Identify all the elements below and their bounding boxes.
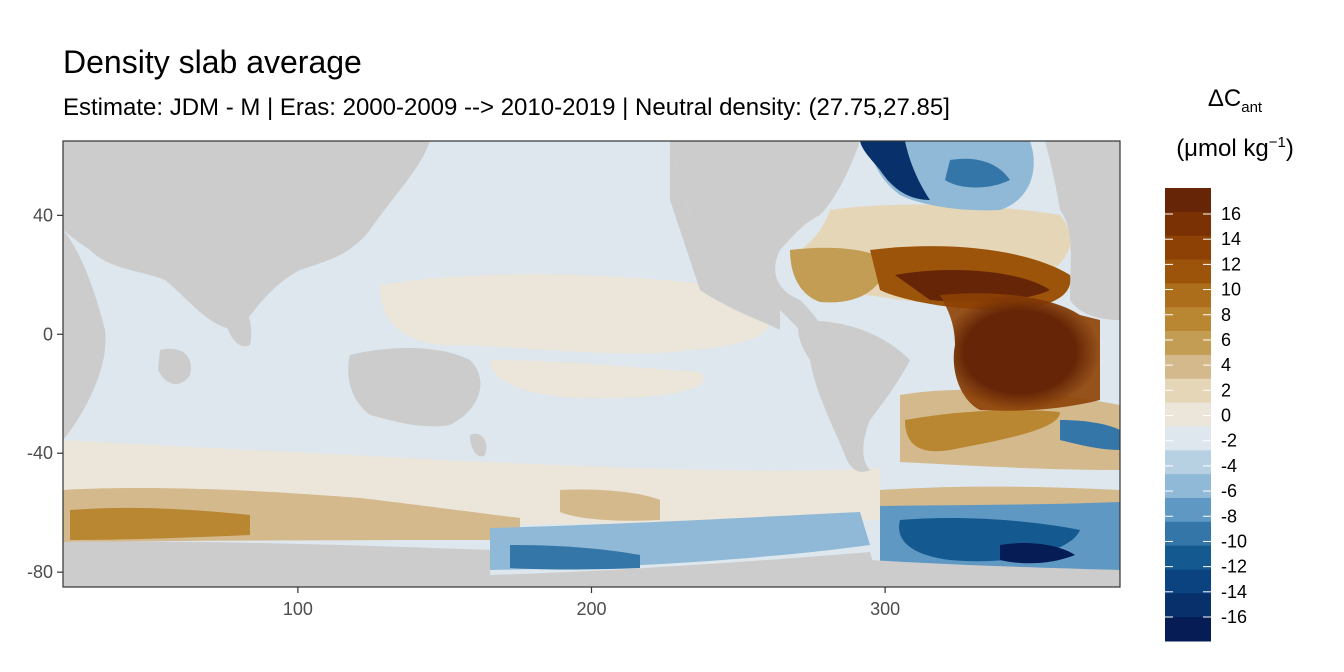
legend-unit-prefix: (μmol kg xyxy=(1176,135,1269,162)
legend-color-step xyxy=(1165,593,1211,618)
legend-title-main: ΔC xyxy=(1207,85,1242,112)
legend-unit-suffix: ) xyxy=(1285,135,1294,162)
chart-title: Density slab average xyxy=(63,44,362,80)
north-america-land xyxy=(430,141,860,350)
legend-label: -16 xyxy=(1221,607,1247,627)
australia-land xyxy=(348,348,481,427)
indian-sector-brown xyxy=(70,507,250,540)
legend-label: -4 xyxy=(1221,456,1237,476)
y-axis: 40 0 -40 -80 xyxy=(27,205,63,582)
legend-label: 8 xyxy=(1221,305,1231,325)
y-tick-label: -40 xyxy=(27,443,53,463)
eurasia-land xyxy=(63,141,430,330)
legend-unit-exponent: −1 xyxy=(1268,134,1286,151)
legend-label: -6 xyxy=(1221,481,1237,501)
legend-color-step xyxy=(1165,235,1211,261)
legend-title-subscript: ant xyxy=(1241,98,1263,116)
subtropical-atlantic-core xyxy=(895,270,1050,302)
africa-east-land xyxy=(63,230,106,440)
legend-color-step xyxy=(1165,569,1211,594)
legend-color-step xyxy=(1165,402,1211,427)
irminger-sea-blue xyxy=(945,158,1010,188)
legend-color-step xyxy=(1165,354,1211,380)
legend-label: -14 xyxy=(1221,582,1247,602)
new-zealand-land xyxy=(470,433,487,457)
labrador-sea-darkblue xyxy=(860,141,930,200)
land-masses xyxy=(63,141,1120,587)
legend-label: 4 xyxy=(1221,355,1231,375)
south-atlantic-blue-streak xyxy=(1060,420,1120,450)
acc-tan-band xyxy=(880,486,1120,506)
weddell-deep-core xyxy=(1000,543,1075,564)
legend-label: 12 xyxy=(1221,254,1241,274)
africa-europe-land xyxy=(1045,141,1120,320)
legend-label: -12 xyxy=(1221,557,1247,577)
legend-color-step xyxy=(1165,283,1211,308)
legend-label: 0 xyxy=(1221,406,1231,426)
y-tick-label: 0 xyxy=(43,324,53,344)
legend-color-step xyxy=(1165,474,1211,499)
legend-label: 2 xyxy=(1221,380,1231,400)
legend-color-step xyxy=(1165,426,1211,451)
legend-label: -2 xyxy=(1221,431,1237,451)
x-tick-label: 200 xyxy=(576,599,606,619)
x-tick-label: 300 xyxy=(870,599,900,619)
legend-color-step xyxy=(1165,211,1211,237)
legend-color-step xyxy=(1165,617,1211,642)
map-panel xyxy=(63,141,1120,587)
ross-sea-darkblue xyxy=(510,545,640,570)
x-axis: 100 200 300 xyxy=(283,587,900,619)
antarctica-west-land xyxy=(63,541,490,587)
legend-color-step xyxy=(1165,188,1211,213)
chart-subtitle: Estimate: JDM - M | Eras: 2000-2009 --> … xyxy=(63,94,950,121)
legend-color-step xyxy=(1165,450,1211,475)
legend-color-step xyxy=(1165,545,1211,570)
legend-label: 16 xyxy=(1221,204,1241,224)
tropical-atlantic-maximum xyxy=(940,293,1100,411)
legend-label: 6 xyxy=(1221,330,1231,350)
legend-color-step xyxy=(1165,307,1211,332)
legend-color-step xyxy=(1165,497,1211,523)
legend-label: -8 xyxy=(1221,506,1237,526)
legend-color-step xyxy=(1165,378,1211,404)
legend-colorbar: 16 14 12 10 8 6 4 2 0 -2 -4 -6 -8 -10 -12 -14 -16 xyxy=(1165,188,1247,642)
legend-label: 10 xyxy=(1221,280,1241,300)
south-america-land xyxy=(798,320,910,472)
legend-unit: (μmol kg−1) xyxy=(1148,134,1322,163)
pacific-tan-south xyxy=(490,360,704,399)
india-land xyxy=(225,300,252,347)
antarctica-east-land xyxy=(870,560,1120,587)
legend-title: ΔCant xyxy=(1160,85,1310,116)
legend-label: 14 xyxy=(1221,229,1241,249)
y-tick-label: 40 xyxy=(33,205,53,225)
central-america-land xyxy=(670,141,780,330)
legend-color-step xyxy=(1165,259,1211,284)
mediterranean-outflow xyxy=(790,247,890,303)
south-atlantic-brown xyxy=(905,410,1060,452)
legend-color-step xyxy=(1165,521,1211,547)
pacific-sector-tan xyxy=(560,489,660,521)
antarctica-pacific-land xyxy=(490,552,880,587)
x-tick-label: 100 xyxy=(283,599,313,619)
pacific-tan-region xyxy=(380,274,772,354)
madagascar-land xyxy=(158,348,191,385)
legend-color-step xyxy=(1165,331,1211,356)
legend-label: -10 xyxy=(1221,531,1247,551)
y-tick-label: -80 xyxy=(27,562,53,582)
